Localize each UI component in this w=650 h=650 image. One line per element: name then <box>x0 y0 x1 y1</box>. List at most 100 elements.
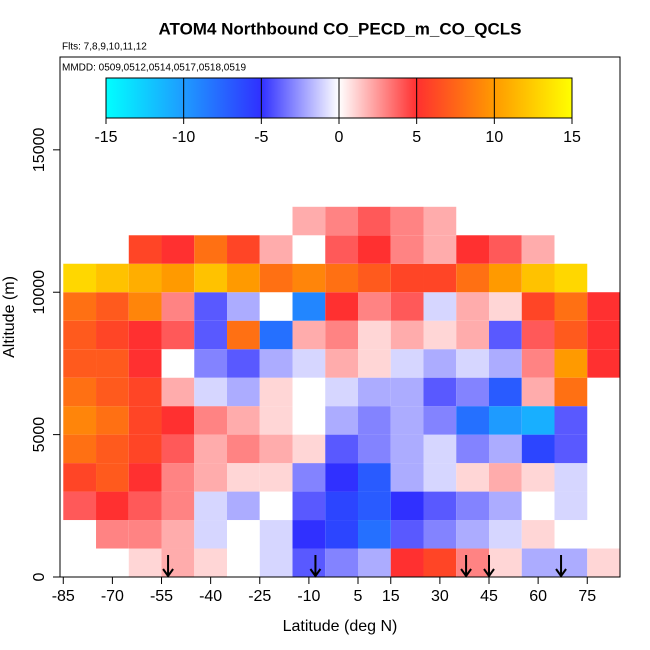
heat-cell <box>554 491 588 521</box>
heat-cell <box>423 548 457 577</box>
heat-cell <box>259 520 293 549</box>
heat-cell <box>292 406 326 435</box>
heat-cell <box>259 349 293 378</box>
heat-cell <box>456 434 490 464</box>
heat-cell <box>227 349 260 378</box>
heat-cell <box>227 263 260 293</box>
heat-cell <box>489 263 522 293</box>
heat-cell <box>521 377 555 407</box>
flight-marker <box>162 555 174 578</box>
heat-cell <box>554 263 588 293</box>
heat-cell <box>390 548 424 577</box>
heat-cell <box>227 406 260 435</box>
heat-cell <box>161 235 195 264</box>
heat-cell <box>325 263 359 293</box>
heat-cell <box>390 406 424 435</box>
heat-cell <box>358 520 391 549</box>
heat-cell <box>194 263 228 293</box>
heat-cell <box>554 292 588 321</box>
heat-cell <box>390 463 424 492</box>
heat-cell <box>227 320 260 350</box>
heat-cell <box>96 463 129 492</box>
heat-cell <box>96 263 129 293</box>
heat-cell <box>325 491 359 521</box>
heat-cell <box>227 463 260 492</box>
heat-cell <box>358 548 391 577</box>
heat-cell <box>325 520 359 549</box>
heat-cell <box>96 292 129 321</box>
heat-cell <box>423 206 457 236</box>
heat-cell <box>358 320 391 350</box>
heat-cell <box>521 349 555 378</box>
heat-cell <box>194 235 228 264</box>
heat-cell <box>358 377 391 407</box>
heat-cell <box>390 491 424 521</box>
x-tick-label: -10 <box>297 588 320 605</box>
heat-cell <box>161 491 195 521</box>
heat-cell <box>587 292 620 321</box>
heat-cell <box>390 320 424 350</box>
heat-cell <box>554 406 588 435</box>
heat-cell <box>325 548 359 577</box>
heat-cell <box>456 263 490 293</box>
heat-cell <box>587 548 620 577</box>
heat-cell <box>390 292 424 321</box>
heat-cell <box>259 235 293 264</box>
heat-cell <box>63 434 97 464</box>
heat-cell <box>292 548 326 577</box>
heat-cell <box>325 235 359 264</box>
heat-cell <box>259 292 293 321</box>
heat-cell <box>194 491 228 521</box>
heat-cell <box>489 463 522 492</box>
heat-cell <box>227 548 260 577</box>
heat-cell <box>423 235 457 264</box>
heat-cell <box>325 206 359 236</box>
heat-cell <box>390 263 424 293</box>
heat-cell <box>456 520 490 549</box>
heat-cell <box>227 520 260 549</box>
heat-cell <box>128 491 162 521</box>
heat-cell <box>292 377 326 407</box>
heat-cell <box>96 520 129 549</box>
heat-cell <box>128 548 162 577</box>
heat-cell <box>227 292 260 321</box>
heat-cell <box>292 292 326 321</box>
annotation: MMDD: 0509,0512,0514,0517,0518,0519 <box>62 63 246 74</box>
heat-cell <box>128 377 162 407</box>
heat-cell <box>489 292 522 321</box>
y-axis-label: Altitude (m) <box>1 276 18 358</box>
heat-cell <box>194 520 228 549</box>
heat-cell <box>292 520 326 549</box>
heat-cell <box>325 406 359 435</box>
heat-cell <box>423 463 457 492</box>
heat-cell <box>161 377 195 407</box>
heat-cell <box>128 235 162 264</box>
heat-cell <box>521 263 555 293</box>
heat-cell <box>390 520 424 549</box>
heat-cell <box>292 491 326 521</box>
heat-cell <box>161 463 195 492</box>
x-tick-label: -55 <box>150 588 173 605</box>
heat-cell <box>63 463 97 492</box>
heat-cell <box>259 548 293 577</box>
colorbar-tick-label: 15 <box>563 129 581 146</box>
heat-cell <box>456 377 490 407</box>
heat-cell <box>358 263 391 293</box>
heat-cell <box>521 548 555 577</box>
heat-cell <box>63 263 97 293</box>
heat-cell <box>161 406 195 435</box>
flight-marker <box>483 555 495 578</box>
heat-cell <box>456 491 490 521</box>
heat-cell <box>259 263 293 293</box>
heat-cell <box>489 491 522 521</box>
y-tick-label: 0 <box>31 572 48 581</box>
heat-cell <box>161 520 195 549</box>
heat-cell <box>423 349 457 378</box>
heat-cell <box>194 320 228 350</box>
heat-cell <box>554 520 588 549</box>
heat-cell <box>489 520 522 549</box>
heat-cell <box>423 320 457 350</box>
heat-cell <box>489 377 522 407</box>
colorbar-tick-label: -15 <box>94 129 117 146</box>
